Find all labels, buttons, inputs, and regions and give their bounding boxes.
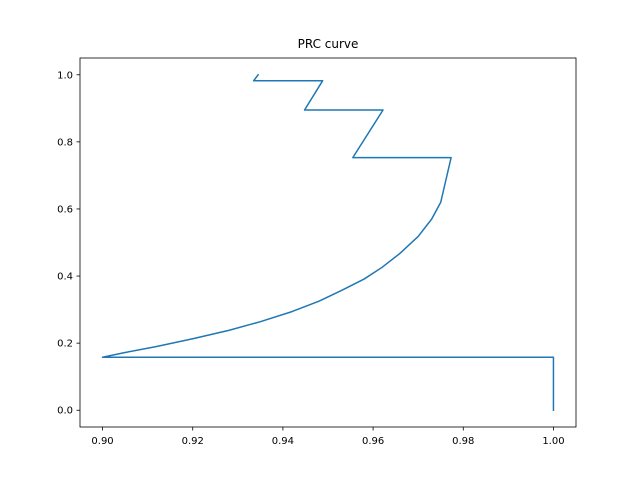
x-tick-label: 0.96	[362, 436, 384, 447]
y-tick-label: 0.2	[57, 339, 73, 350]
x-tick-label: 0.94	[272, 436, 294, 447]
plot-area-frame	[79, 57, 577, 428]
x-tick-label: 0.90	[91, 436, 113, 447]
x-tick-label: 0.92	[182, 436, 204, 447]
y-tick-label: 1.0	[57, 70, 73, 81]
y-tick-label: 0.8	[57, 137, 73, 148]
series-line	[101, 73, 555, 411]
series-layer	[101, 73, 555, 411]
x-axis-ticks: 0.90 0.92 0.94 0.96 0.98 1.00	[91, 427, 565, 447]
chart-title: PRC curve	[298, 37, 359, 51]
y-tick-label: 0.0	[57, 406, 73, 417]
y-tick-label: 0.6	[57, 204, 73, 215]
x-tick-label: 0.98	[452, 436, 474, 447]
x-tick-label: 1.00	[542, 436, 564, 447]
y-axis-ticks: 0.0 0.2 0.4 0.6 0.8 1.0	[57, 70, 80, 417]
y-tick-label: 0.4	[57, 272, 73, 283]
